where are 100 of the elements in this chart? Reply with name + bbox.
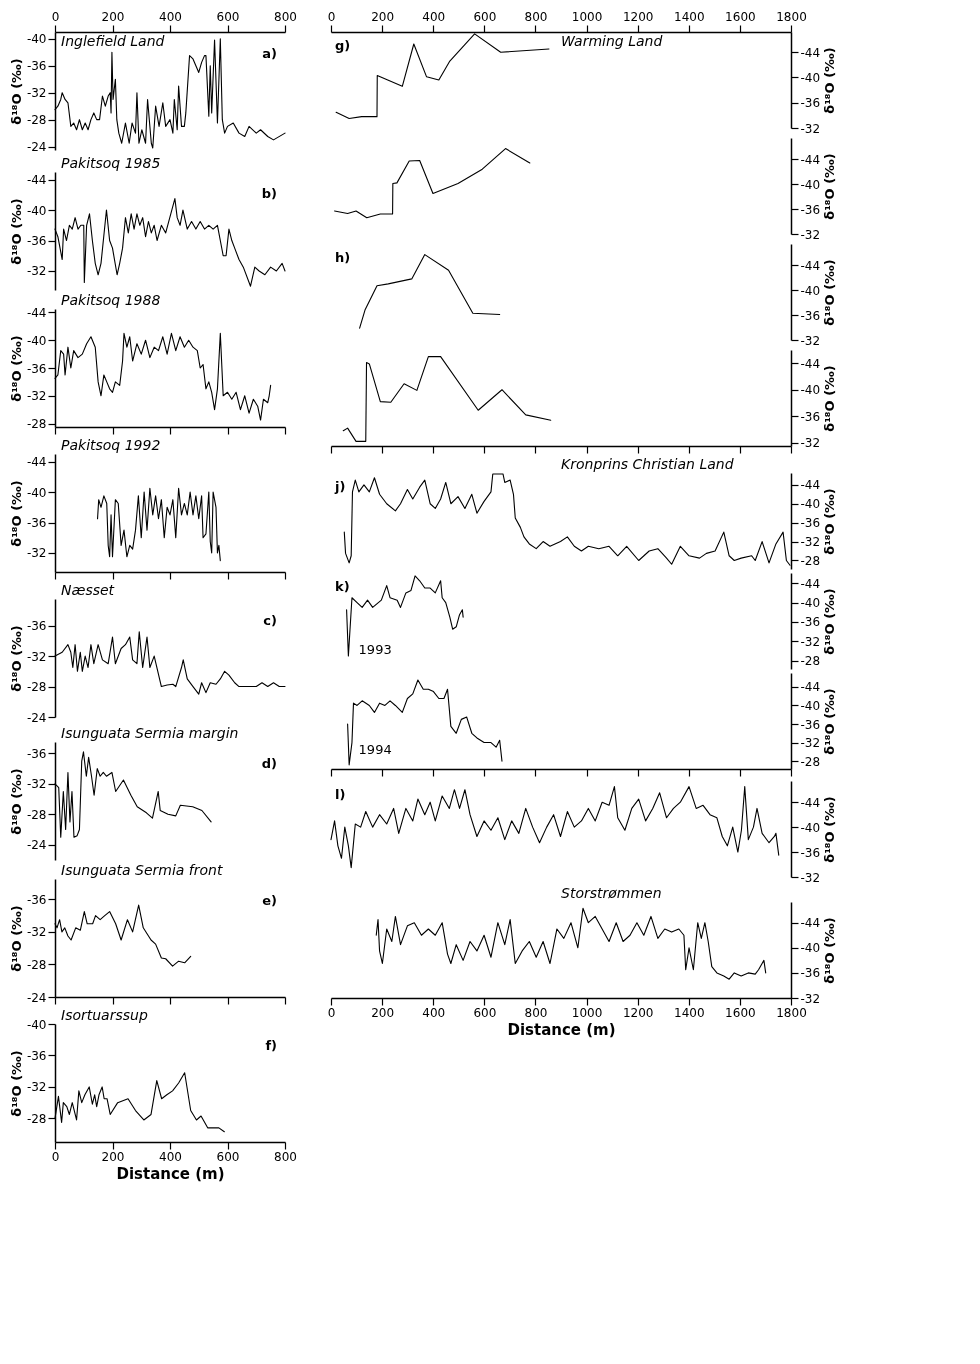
y-tick-label: -40 (800, 820, 821, 835)
chart-title: Storstrømmen (561, 885, 662, 901)
y-tick-label: -40 (800, 941, 821, 956)
y-tick-label: -36 (800, 845, 821, 860)
x2-tick-label: 1600 (725, 9, 756, 24)
y-tick-label: -32 (800, 436, 821, 451)
y-axis-title: δ¹⁸O (‰) (8, 625, 24, 692)
y-tick-label: -44 (800, 916, 821, 931)
x2-tick-label: 400 (159, 9, 182, 24)
y-tick-label: -32 (26, 1080, 47, 1095)
y-tick-label: -44 (800, 258, 821, 273)
y-tick-label: -32 (800, 535, 821, 550)
x2-tick-label: 1400 (674, 9, 705, 24)
y-tick-label: -44 (800, 152, 821, 167)
x-tick-label: 600 (473, 1005, 497, 1020)
y-tick-label: -32 (26, 389, 47, 404)
annotation: f) (265, 1038, 277, 1053)
x2-tick-label: 800 (524, 9, 548, 24)
y-tick-label: -44 (800, 45, 821, 60)
x-tick-label: 1400 (674, 1005, 705, 1020)
y-axis-title: δ¹⁸O (‰) (822, 488, 838, 555)
annotation: g) (335, 38, 351, 53)
line-series (375, 907, 767, 980)
y-tick-label: -36 (800, 516, 821, 531)
y-tick-label: -28 (800, 654, 821, 669)
annotation: j) (334, 479, 346, 494)
y-tick-label: -36 (800, 202, 821, 217)
y-tick-label: -44 (800, 356, 821, 371)
y-axis-title: δ¹⁸O (‰) (8, 1050, 24, 1117)
y-tick-label: -40 (26, 203, 47, 218)
y-tick-label: -44 (26, 173, 47, 188)
x-tick-label: 1800 (776, 1005, 807, 1020)
y-axis-title: δ¹⁸O (‰) (822, 688, 838, 755)
y-tick-label: -44 (800, 680, 821, 695)
annotation: a) (262, 46, 277, 61)
y-tick-label: -28 (26, 417, 47, 432)
y-tick-label: -40 (800, 698, 821, 713)
y-axis-title: δ¹⁸O (‰) (822, 796, 838, 863)
y-tick-label: -40 (800, 283, 821, 298)
chart-title: Pakitsoq 1992 (61, 437, 161, 453)
chart-title: Isunguata Sermia margin (61, 725, 239, 741)
y-tick-label: -32 (26, 546, 47, 561)
line-series (343, 473, 791, 566)
y-tick-label: -32 (26, 777, 47, 792)
annotation: d) (261, 756, 277, 771)
y-tick-label: -36 (800, 308, 821, 323)
y-tick-label: -40 (800, 497, 821, 512)
annotation: e) (262, 893, 277, 908)
y-axis-title: δ¹⁸O (‰) (8, 768, 24, 835)
y-tick-label: -36 (26, 234, 47, 249)
x-tick-label: 0 (51, 1149, 60, 1164)
y-tick-label: -36 (26, 619, 47, 634)
x-tick-label: 1000 (571, 1005, 603, 1020)
line-series (359, 254, 501, 329)
x-tick-label: 400 (159, 1149, 182, 1164)
y-tick-label: -36 (26, 516, 47, 531)
chart-title: Pakitsoq 1988 (61, 292, 161, 308)
line-series (97, 487, 221, 562)
y-axis-title: δ¹⁸O (‰) (822, 153, 838, 220)
series-label: 1994 (358, 741, 392, 757)
y-tick-label: -44 (800, 795, 821, 810)
y-axis-title: δ¹⁸O (‰) (822, 588, 838, 655)
y-tick-label: -32 (26, 264, 47, 279)
y-tick-label: -36 (26, 1048, 47, 1063)
x-tick-label: 0 (327, 1005, 336, 1020)
y-tick-label: -24 (26, 838, 47, 853)
x-tick-label: 400 (422, 1005, 446, 1020)
y-tick-label: -24 (26, 990, 47, 1005)
x-tick-label: 1200 (622, 1005, 654, 1020)
line-series (330, 786, 780, 869)
chart-title: Pakitsoq 1985 (61, 155, 161, 171)
chart-title: Kronprins Christian Land (561, 456, 734, 472)
y-tick-label: -36 (800, 96, 821, 111)
x2-tick-label: 1200 (622, 9, 654, 24)
x2-tick-label: 800 (274, 9, 297, 24)
annotation: h) (335, 250, 351, 265)
y-tick-label: -36 (26, 59, 47, 74)
y-tick-label: -44 (26, 305, 47, 320)
chart-title: Isortuarssup (61, 1007, 148, 1023)
y-tick-label: -28 (26, 807, 47, 822)
y-tick-label: -28 (800, 754, 821, 769)
y-tick-label: -44 (800, 576, 821, 591)
y-tick-label: -44 (26, 455, 47, 470)
y-tick-label: -32 (800, 991, 821, 1006)
chart-title: Næsset (61, 582, 115, 598)
annotation: k) (335, 579, 350, 594)
line-series (342, 356, 552, 442)
y-axis-title: δ¹⁸O (‰) (822, 365, 838, 432)
y-tick-label: -36 (26, 746, 47, 761)
y-tick-label: -32 (800, 634, 821, 649)
y-tick-label: -40 (26, 333, 47, 348)
y-axis-title: δ¹⁸O (‰) (822, 917, 838, 984)
y-tick-label: -32 (800, 121, 821, 136)
y-tick-label: -28 (26, 1111, 47, 1126)
x2-tick-label: 400 (422, 9, 446, 24)
y-axis-title: δ¹⁸O (‰) (8, 905, 24, 972)
chart-title: Warming Land (561, 33, 663, 49)
y-tick-label: -40 (800, 383, 821, 398)
y-tick-label: -28 (26, 113, 47, 128)
chart-title: Isunguata Sermia front (61, 862, 223, 878)
